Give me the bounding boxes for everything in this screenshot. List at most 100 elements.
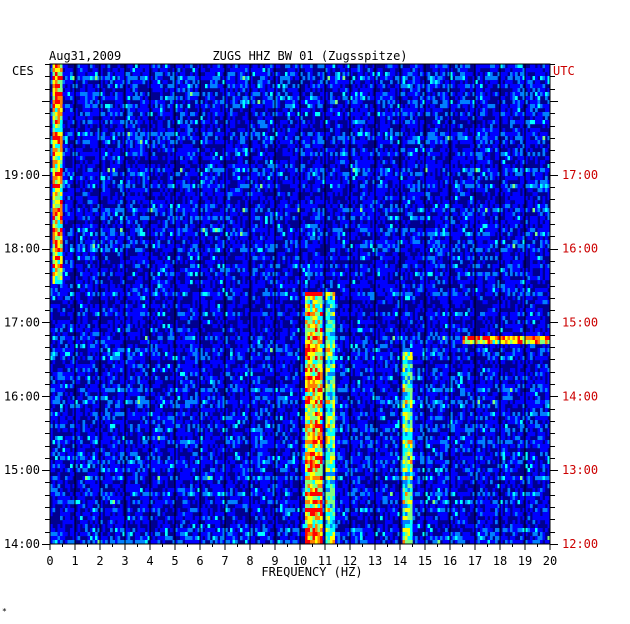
heatmap-cell [237, 144, 241, 149]
heatmap-cell [260, 220, 263, 225]
heatmap-cell [285, 140, 288, 145]
heatmap-cell [355, 168, 358, 173]
heatmap-cell [157, 88, 161, 93]
heatmap-cell [282, 180, 286, 185]
heatmap-cell [327, 108, 331, 113]
heatmap-cell [477, 188, 481, 193]
heatmap-cell [260, 72, 263, 77]
heatmap-cell [487, 168, 491, 173]
heatmap-cell [357, 168, 361, 173]
heatmap-cell [225, 172, 228, 177]
heatmap-cell [197, 104, 201, 109]
heatmap-cell [527, 188, 531, 193]
heatmap-cell [230, 72, 233, 77]
heatmap-cell [140, 112, 143, 117]
heatmap-cell [350, 164, 353, 169]
heatmap-cell [257, 80, 261, 85]
heatmap-cell [85, 80, 88, 85]
heatmap-cell [77, 216, 81, 221]
heatmap-cell [137, 72, 141, 77]
heatmap-cell [65, 216, 68, 221]
heatmap-cell [90, 132, 93, 137]
heatmap-cell [505, 196, 508, 201]
heatmap-cell [295, 104, 298, 109]
heatmap-cell [402, 124, 406, 129]
heatmap-cell [485, 76, 488, 81]
heatmap-cell [147, 72, 151, 77]
heatmap-cell [450, 84, 453, 89]
heatmap-cell [142, 92, 146, 97]
heatmap-cell [347, 120, 351, 125]
heatmap-cell [305, 148, 308, 153]
heatmap-cell [55, 168, 58, 173]
heatmap-cell [247, 72, 251, 77]
heatmap-cell [112, 120, 116, 125]
heatmap-cell [150, 148, 153, 153]
heatmap-cell [55, 136, 58, 141]
heatmap-cell [230, 204, 233, 209]
heatmap-cell [217, 68, 221, 73]
heatmap-cell [517, 132, 521, 137]
heatmap-cell [142, 148, 146, 153]
heatmap-cell [207, 176, 211, 181]
heatmap-cell [102, 132, 106, 137]
heatmap-cell [352, 196, 356, 201]
heatmap-cell [507, 64, 511, 69]
heatmap-cell [337, 96, 341, 101]
heatmap-cell [240, 188, 243, 193]
heatmap-cell [395, 144, 398, 149]
heatmap-cell [190, 168, 193, 173]
heatmap-cell [415, 96, 418, 101]
heatmap-cell [382, 200, 386, 205]
heatmap-cell [447, 172, 451, 177]
heatmap-cell [215, 108, 218, 113]
heatmap-cell [252, 176, 256, 181]
heatmap-cell [75, 156, 78, 161]
heatmap-cell [322, 212, 326, 217]
heatmap-cell [220, 100, 223, 105]
heatmap-cell [222, 180, 226, 185]
heatmap-cell [55, 144, 58, 149]
heatmap-cell [67, 112, 71, 117]
heatmap-cell [350, 96, 353, 101]
heatmap-cell [260, 208, 263, 213]
heatmap-cell [422, 184, 426, 189]
heatmap-cell [115, 172, 118, 177]
heatmap-cell [90, 152, 93, 157]
heatmap-cell [385, 188, 388, 193]
heatmap-cell [277, 184, 281, 189]
heatmap-cell [367, 88, 371, 93]
heatmap-cell [485, 156, 488, 161]
heatmap-cell [152, 192, 156, 197]
heatmap-cell [175, 152, 178, 157]
heatmap-cell [127, 168, 131, 173]
heatmap-cell [215, 192, 218, 197]
heatmap-cell [315, 200, 318, 205]
heatmap-cell [257, 92, 261, 97]
heatmap-cell [155, 144, 158, 149]
heatmap-cell [162, 136, 166, 141]
heatmap-cell [352, 168, 356, 173]
heatmap-cell [370, 108, 373, 113]
heatmap-cell [297, 144, 301, 149]
heatmap-cell [542, 132, 546, 137]
heatmap-cell [322, 216, 326, 221]
heatmap-cell [400, 128, 403, 133]
heatmap-cell [377, 84, 381, 89]
heatmap-cell [245, 160, 248, 165]
heatmap-cell [465, 116, 468, 121]
heatmap-cell [425, 160, 428, 165]
heatmap-cell [220, 212, 223, 217]
heatmap-cell [182, 124, 186, 129]
heatmap-cell [335, 116, 338, 121]
heatmap-cell [362, 168, 366, 173]
heatmap-cell [172, 172, 176, 177]
heatmap-cell [440, 220, 443, 225]
heatmap-cell [457, 100, 461, 105]
heatmap-cell [465, 152, 468, 157]
heatmap-cell [400, 92, 403, 97]
heatmap-cell [252, 104, 256, 109]
heatmap-cell [132, 196, 136, 201]
heatmap-cell [480, 64, 483, 69]
heatmap-cell [310, 64, 313, 69]
